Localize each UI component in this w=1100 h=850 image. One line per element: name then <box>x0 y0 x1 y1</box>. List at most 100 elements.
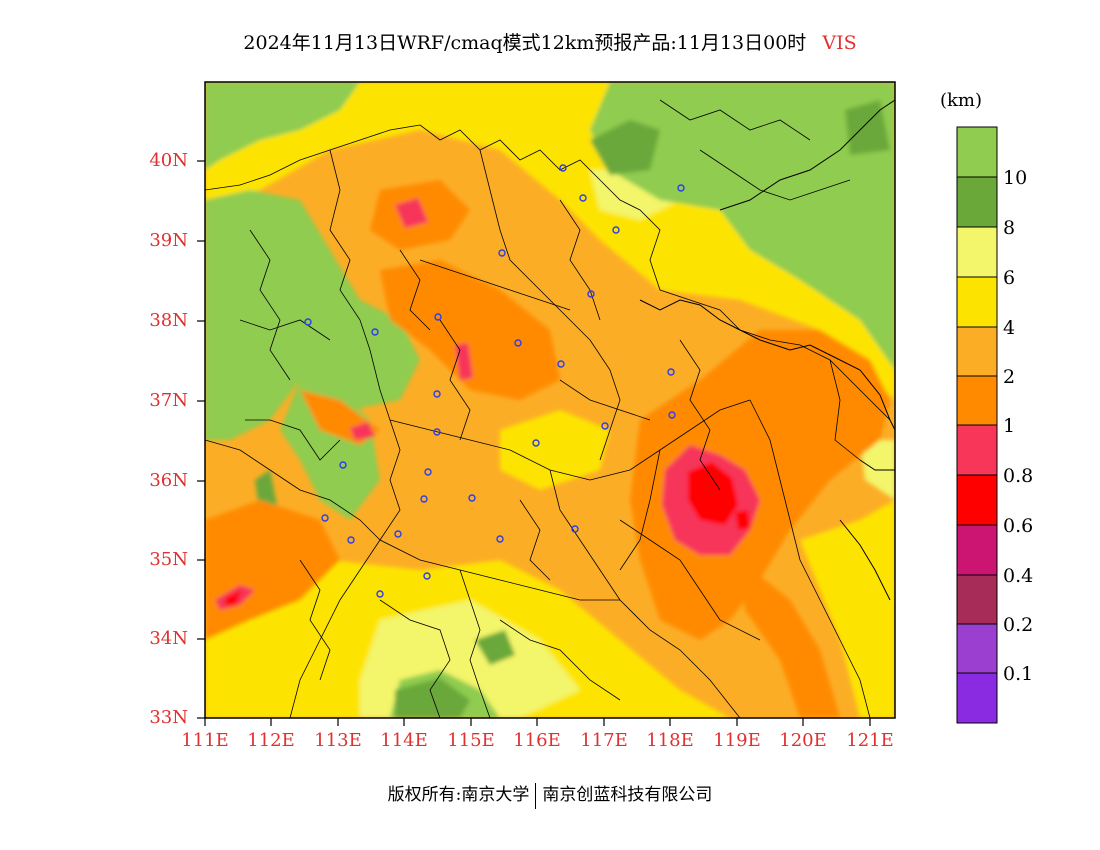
field-red-east2 <box>735 510 750 530</box>
lon-label-120e: 120E <box>779 730 827 751</box>
field-crimson-west <box>350 422 375 440</box>
lon-label-117e: 117E <box>580 730 628 751</box>
colorbar-label-2: 2 <box>1003 366 1016 388</box>
field-darkgreen-ne <box>845 100 890 155</box>
map-frame <box>204 81 896 719</box>
colorbar-label-10: 10 <box>1003 167 1028 189</box>
station-marker <box>339 461 347 469</box>
station-marker <box>496 535 504 543</box>
field-darkgreen-south2 <box>475 630 515 665</box>
station-marker <box>601 422 609 430</box>
lat-label-34n: 34N <box>149 628 188 649</box>
colorbar-swatch-0.8 <box>957 425 997 475</box>
colorbar <box>956 126 998 724</box>
copyright-separator <box>535 782 537 809</box>
station-marker <box>321 514 329 522</box>
station-marker <box>371 328 379 336</box>
station-marker <box>376 590 384 598</box>
station-marker <box>677 184 685 192</box>
station-marker <box>571 525 579 533</box>
copyright-owner: 版权所有:南京大学 <box>387 785 530 805</box>
station-marker <box>433 428 441 436</box>
colorbar-swatch-0.6 <box>957 475 997 525</box>
station-marker <box>424 468 432 476</box>
field-yellow-southeast <box>800 500 895 718</box>
station-marker <box>434 313 442 321</box>
lat-label-33n: 33N <box>149 707 188 728</box>
station-marker <box>557 360 565 368</box>
field-green-west <box>205 190 420 440</box>
colorbar-unit: (km) <box>940 90 983 111</box>
station-marker <box>514 339 522 347</box>
station-marker <box>420 495 428 503</box>
colorbar-label-0.8: 0.8 <box>1003 465 1034 487</box>
colorbar-swatch-0.2 <box>957 575 997 624</box>
copyright: 版权所有:南京大学 南京创蓝科技有限公司 <box>0 780 1100 809</box>
copyright-company: 南京创蓝科技有限公司 <box>542 785 713 805</box>
station-marker <box>394 530 402 538</box>
colorbar-swatch-0.1 <box>957 624 997 673</box>
station-marker <box>587 290 595 298</box>
station-marker <box>612 226 620 234</box>
field-red-sw <box>225 590 242 606</box>
map-title: 2024年11月13日WRF/cmaq模式12km预报产品:11月13日00时 … <box>0 28 1100 55</box>
colorbar-swatch-10 <box>957 127 997 177</box>
lat-label-36n: 36N <box>149 470 188 491</box>
field-yellow-central <box>500 410 610 490</box>
colorbar-swatch-2 <box>957 327 997 376</box>
station-marker <box>559 164 567 172</box>
field-red-east <box>688 462 738 525</box>
lon-label-111e: 111E <box>181 730 229 751</box>
station-marker <box>667 368 675 376</box>
station-marker <box>423 572 431 580</box>
lon-label-116e: 116E <box>513 730 561 751</box>
station-marker <box>532 439 540 447</box>
field-green-northeast <box>590 82 895 370</box>
lon-label-113e: 113E <box>314 730 362 751</box>
admin-boundaries <box>205 99 891 718</box>
lon-label-119e: 119E <box>713 730 761 751</box>
lat-label-37n: 37N <box>149 390 188 411</box>
colorbar-label-0.6: 0.6 <box>1003 515 1034 537</box>
lon-label-121e: 121E <box>846 730 894 751</box>
title-main: 2024年11月13日WRF/cmaq模式12km预报产品:11月13日00时 <box>243 32 807 54</box>
field-green-northwest <box>205 82 360 170</box>
field-darkgreen-north <box>590 120 660 175</box>
colorbar-label-0.4: 0.4 <box>1003 565 1034 587</box>
axis-ticks <box>197 160 871 726</box>
station-marker <box>347 536 355 544</box>
station-marker <box>579 194 587 202</box>
colorbar-swatch-0.4 <box>957 525 997 575</box>
colorbar-swatch-4 <box>957 277 997 327</box>
field-orange-central <box>380 260 560 400</box>
colorbar-swatch-6 <box>957 227 997 277</box>
lon-label-115e: 115E <box>447 730 495 751</box>
lat-label-38n: 38N <box>149 310 188 331</box>
field-crimson-north <box>395 198 428 228</box>
field-lightyellow-north <box>590 170 680 220</box>
lon-label-112e: 112E <box>247 730 295 751</box>
colorbar-label-0.2: 0.2 <box>1003 614 1034 636</box>
colorbar-label-4: 4 <box>1003 317 1016 339</box>
lat-label-35n: 35N <box>149 549 188 570</box>
colorbar-label-8: 8 <box>1003 217 1016 239</box>
station-marker <box>668 411 676 419</box>
colorbar-swatch-1 <box>957 376 997 425</box>
colorbar-label-0.1: 0.1 <box>1003 663 1034 685</box>
coastline <box>639 99 895 601</box>
field-orange-east-tail <box>740 560 840 718</box>
colorbar-label-1: 1 <box>1003 415 1016 437</box>
colorbar-swatch-8 <box>957 177 997 227</box>
station-marker <box>433 390 441 398</box>
station-markers <box>304 164 685 598</box>
lat-label-39n: 39N <box>149 230 188 251</box>
station-marker <box>304 318 312 326</box>
visibility-field <box>205 82 895 718</box>
station-marker <box>468 494 476 502</box>
colorbar-swatch-min <box>957 673 997 723</box>
title-variable: VIS <box>822 32 857 54</box>
lat-label-40n: 40N <box>149 150 188 171</box>
lon-label-118e: 118E <box>646 730 694 751</box>
colorbar-label-6: 6 <box>1003 267 1016 289</box>
